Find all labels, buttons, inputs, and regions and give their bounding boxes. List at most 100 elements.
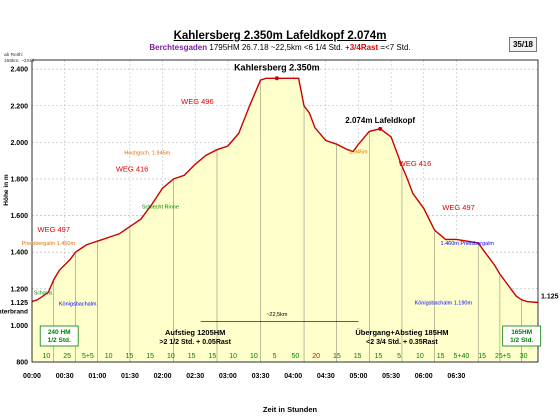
page-badge: 35/18 [509,37,537,52]
x-tick-labels: 00:00 00:30 01:00 01:30 02:00 02:30 03:00 03:30… [23,373,465,380]
x-tick-label: 00:00 [23,373,41,380]
bottom-panel: 10 25 5+5 10 15 15 10 15 15 10 10 5 50 20 15 15 15 5 10 15 5… [39,325,542,360]
left-summary-box-frame [39,325,79,347]
segment-minutes: 5+5 [82,353,94,360]
place-label: ~22,5km [266,312,288,318]
profile-line [31,77,539,304]
segment-minutes: 15 [478,353,486,360]
x-tick-label: 03:00 [219,373,237,380]
y-tick-label: 1.600 [10,213,28,220]
segment-minutes: 15 [125,353,133,360]
y-axis-label: Höhe in m [3,174,10,206]
y-tick-label: 2.000 [10,140,28,147]
x-tick-label: 04:30 [317,373,335,380]
annotations: Kahlersberg 2.350m 2.074m Lafeldkopf WEG 4… [0,62,559,323]
segment-minutes: 10 [167,353,175,360]
chart-subtitle: Berchtesgaden 1795HM 26.7.18 ~22,5km <6 … [0,43,560,52]
place-label: Hochgsch. 1.945m [124,150,170,156]
peak-marker [378,126,383,131]
place-label: 1.945m [349,149,368,155]
x-tick-label: 03:30 [252,373,270,380]
segment-minutes: 15 [374,353,382,360]
segment-minutes: 50 [291,353,299,360]
left-summary-box-line: 240 HM [48,329,71,336]
x-tick-label: 02:00 [154,373,172,380]
x-tick-label: 06:30 [447,373,465,380]
x-tick-label: 05:30 [382,373,400,380]
y-tick-label: 1.400 [10,250,28,257]
weg-label: WEG 497 [442,203,475,212]
ascent-label: Aufstieg 1205HM [165,328,225,337]
segment-minutes: 10 [416,353,424,360]
subtitle-start: Berchtesgaden [149,43,208,52]
segment-minutes: 25 [63,353,71,360]
corner-note-line-2: 168km; ~2Std [4,59,34,64]
segment-minutes: 15 [333,353,341,360]
y-tick-labels: 800 1.000 1.200 1.400 1.600 1.800 2.000 2.200 2.… [10,67,28,367]
place-label: Schlecht Rinne [142,204,179,210]
left-edge-label: Unterbrand [0,309,28,316]
y-tick-label: 2.200 [10,103,28,110]
x-axis-label: Zeit in Stunden [263,405,318,414]
segment-minutes: 15 [146,353,154,360]
y-tick-label: 2.400 [10,67,28,74]
left-edge-label: Schorns [34,290,53,296]
segment-minutes: 5+40 [453,353,469,360]
segment-minutes: 5 [273,353,277,360]
subtitle-stats: 1795HM 26.7.18 ~22,5km <6 1/4 Std. + [209,43,350,52]
y-tick-label: 800 [16,360,28,367]
place-label: Königsbachalm [59,301,97,307]
segment-minutes: 10 [250,353,258,360]
x-tick-label: 00:30 [56,373,74,380]
profile-area [31,77,539,363]
transition-label: Übergang+Abstieg 185HM [355,328,448,337]
segment-minutes: 15 [437,353,445,360]
axes [31,59,539,363]
x-tick-label: 04:00 [284,373,302,380]
segment-minutes: 30 [520,353,528,360]
x-tick-label: 06:00 [415,373,433,380]
segment-minutes: 5 [397,353,401,360]
left-summary-box-line: 1/2 Std. [48,337,71,344]
weg-label: WEG 416 [116,165,149,174]
weg-label: WEG 416 [399,159,432,168]
y-tick-label: 1.800 [10,176,28,183]
y-marker-right: 1.125 [541,294,559,301]
x-tick-label: 02:30 [186,373,204,380]
subtitle-rest: 3/4Rast [349,43,379,52]
plot-frame [31,59,539,363]
segment-minutes: 15 [354,353,362,360]
subtitle-end: =<7 Std. [378,43,411,52]
x-tick-label: 05:00 [349,373,367,380]
profile-fill [32,78,538,363]
peak-label: 2.074m Lafeldkopf [345,116,415,125]
x-tick-label: 01:00 [88,373,106,380]
right-summary-box-line: 165HM [511,329,532,336]
segment-minutes: 20 [312,353,320,360]
y-tick-label: 1.200 [10,286,28,293]
segment-minutes: 10 [105,353,113,360]
place-label: Prielsbergalm 1.460m [22,241,76,247]
ascent-time: >2 1/2 Std. + 0.05Rast [159,339,231,346]
x-tick-label: 01:30 [121,373,139,380]
chart-title: Kahlersberg 2.350m Lafeldkopf 2.074m [173,30,387,42]
y-tick-label: 1.000 [10,323,28,330]
place-label: 1.460m Prielsbergalm [441,241,495,247]
corner-note: ab Reith: 168km; ~2Std [4,53,34,65]
right-summary-box-line: 1/2 Std. [510,337,533,344]
place-label: Königsbachalm 1.190m [415,300,473,306]
right-summary-box-frame [502,325,542,347]
segment-minutes: 10 [42,353,50,360]
segment-minutes: 10 [229,353,237,360]
y-marker-left: 1.125 [10,300,28,307]
segment-minutes: 15 [188,353,196,360]
peak-marker [274,76,279,81]
peak-label: Kahlersberg 2.350m [234,62,320,72]
corner-note-line-1: ab Reith: [4,53,24,58]
transition-time: <2 3/4 Std. + 0.35Rast [366,339,438,346]
segment-minutes: 15 [208,353,216,360]
weg-label: WEG 497 [38,225,71,234]
weg-label: WEG 496 [181,97,214,106]
